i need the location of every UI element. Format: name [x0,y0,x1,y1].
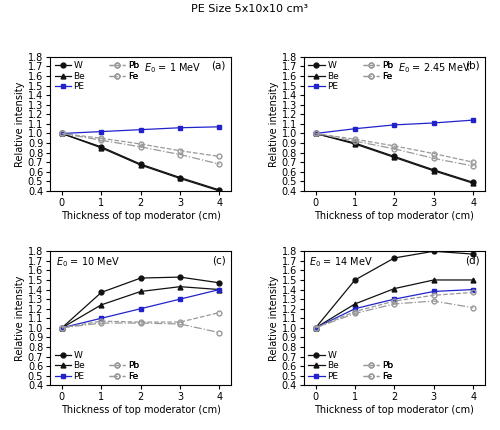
Y-axis label: Relative intensity: Relative intensity [15,276,25,361]
X-axis label: Thickness of top moderator (cm): Thickness of top moderator (cm) [314,211,474,221]
Text: (d): (d) [465,255,479,265]
Text: $E_0$ = 1 MeV: $E_0$ = 1 MeV [144,61,202,75]
Y-axis label: Relative intensity: Relative intensity [268,276,278,361]
Text: $E_0$ = 2.45 MeV: $E_0$ = 2.45 MeV [398,61,471,75]
Legend: Pb, Fe: Pb, Fe [361,359,394,383]
Y-axis label: Relative intensity: Relative intensity [268,81,278,166]
Text: $E_0$ = 14 MeV: $E_0$ = 14 MeV [309,255,373,269]
X-axis label: Thickness of top moderator (cm): Thickness of top moderator (cm) [314,405,474,415]
Y-axis label: Relative intensity: Relative intensity [15,81,25,166]
Text: (c): (c) [212,255,226,265]
Text: (a): (a) [212,61,226,71]
Text: $E_0$ = 10 MeV: $E_0$ = 10 MeV [56,255,119,269]
Legend: Pb, Fe: Pb, Fe [107,60,141,83]
Text: (b): (b) [465,61,479,71]
Text: PE Size 5x10x10 cm³: PE Size 5x10x10 cm³ [192,4,308,14]
X-axis label: Thickness of top moderator (cm): Thickness of top moderator (cm) [61,405,220,415]
X-axis label: Thickness of top moderator (cm): Thickness of top moderator (cm) [61,211,220,221]
Legend: Pb, Fe: Pb, Fe [361,60,394,83]
Legend: Pb, Fe: Pb, Fe [107,359,141,383]
